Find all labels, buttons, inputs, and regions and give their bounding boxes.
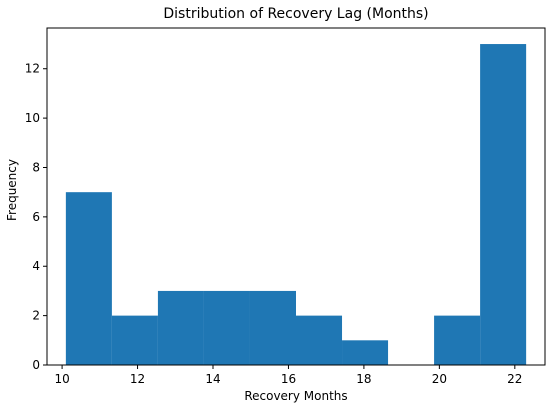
y-tick-label: 12: [25, 62, 40, 76]
y-tick-label: 0: [32, 358, 40, 372]
x-tick-label: 10: [54, 372, 69, 386]
histogram-bar-6: [296, 315, 343, 365]
x-axis-ticks: 10 12 14 16 18 20 22: [54, 365, 522, 386]
y-axis-label: Frequency: [5, 159, 19, 221]
y-tick-label: 6: [32, 210, 40, 224]
y-tick-label: 4: [32, 259, 40, 273]
y-tick-label: 2: [32, 309, 40, 323]
histogram-bar-10: [480, 44, 527, 366]
histogram-bar-3: [157, 290, 204, 365]
y-tick-label: 8: [32, 160, 40, 174]
x-tick-label: 16: [281, 372, 296, 386]
histogram-bar-5: [249, 290, 296, 365]
histogram-bar-4: [203, 290, 250, 365]
bars-layer: [65, 44, 527, 366]
x-tick-label: 18: [356, 372, 371, 386]
histogram-bar-1: [65, 192, 112, 365]
x-tick-label: 12: [130, 372, 145, 386]
chart-title: Distribution of Recovery Lag (Months): [163, 6, 428, 22]
x-tick-label: 20: [432, 372, 447, 386]
plot-frame: [46, 27, 546, 366]
x-tick-label: 14: [205, 372, 220, 386]
histogram-bar-2: [111, 315, 158, 365]
histogram-bar-7: [342, 340, 389, 365]
x-axis-label: Recovery Months: [244, 389, 347, 403]
y-axis-ticks: 0 2 4 6 8 10 12: [25, 62, 47, 372]
x-tick-label: 22: [507, 372, 522, 386]
histogram-bar-9: [434, 315, 481, 365]
y-tick-label: 10: [25, 111, 40, 125]
